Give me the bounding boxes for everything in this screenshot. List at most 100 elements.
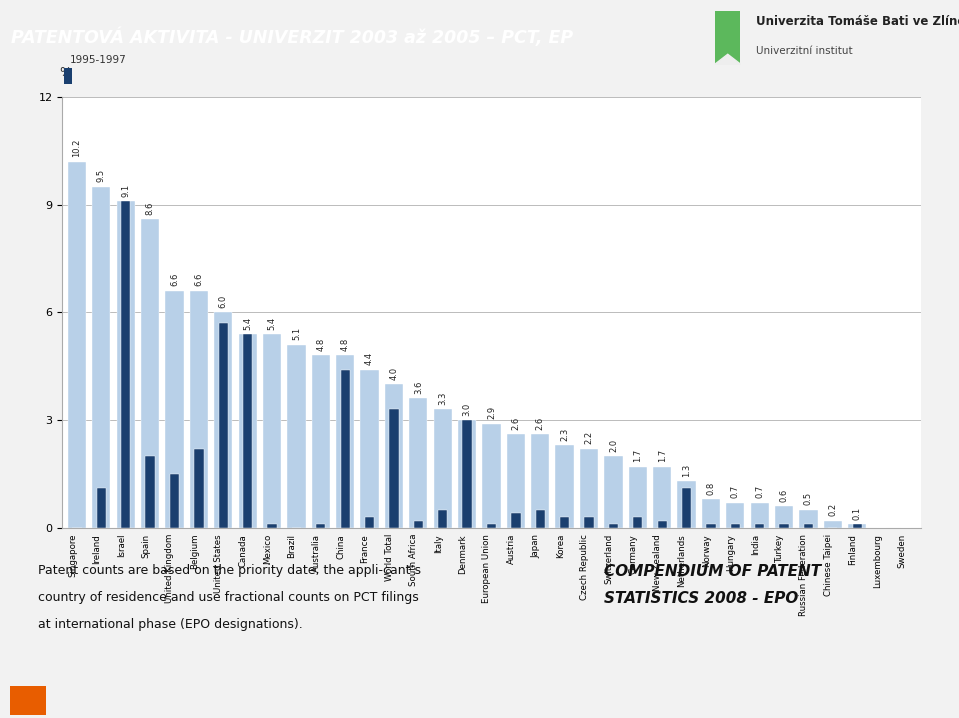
Text: 0.1: 0.1 — [853, 507, 862, 520]
Bar — [413, 521, 423, 528]
Text: 3.3: 3.3 — [438, 391, 447, 405]
Bar — [92, 187, 110, 528]
Text: Univerzita Tomáše Bati ve Zlíně: Univerzita Tomáše Bati ve Zlíně — [756, 14, 959, 27]
Bar — [629, 467, 647, 528]
Bar — [848, 524, 866, 528]
Text: 1995-1997: 1995-1997 — [70, 55, 127, 65]
Text: Patent counts are based on the priority date, the appli-cant’s: Patent counts are based on the priority … — [38, 564, 421, 577]
Bar — [731, 524, 740, 528]
Bar — [263, 334, 281, 528]
Bar — [633, 517, 643, 528]
Bar — [361, 370, 379, 528]
Text: 9.1: 9.1 — [121, 184, 130, 197]
Text: 5.4: 5.4 — [268, 317, 276, 330]
Text: 8.6: 8.6 — [146, 201, 154, 215]
Bar — [385, 384, 403, 528]
Bar — [433, 409, 452, 528]
Text: 2.0: 2.0 — [609, 439, 618, 452]
Text: 1.3: 1.3 — [682, 464, 691, 477]
Bar — [141, 219, 159, 528]
Bar — [146, 456, 154, 528]
Bar — [312, 355, 330, 528]
Bar — [715, 11, 740, 64]
Bar — [506, 434, 525, 528]
Bar — [170, 474, 179, 528]
Bar — [804, 524, 813, 528]
Bar — [409, 398, 428, 528]
Bar — [121, 201, 130, 528]
Bar — [487, 524, 496, 528]
Text: PATENTOVÁ AKTIVITA - UNIVERZIT 2003 až 2005 – PCT, EP: PATENTOVÁ AKTIVITA - UNIVERZIT 2003 až 2… — [11, 28, 573, 47]
Bar — [682, 488, 691, 528]
Bar — [702, 499, 720, 528]
Text: 4.8: 4.8 — [316, 338, 325, 351]
Bar — [336, 355, 354, 528]
Bar — [190, 291, 208, 528]
Text: 2.9: 2.9 — [487, 406, 496, 419]
Text: 1.7: 1.7 — [633, 449, 643, 462]
Text: 0.7: 0.7 — [755, 485, 764, 498]
Bar — [580, 449, 598, 528]
Text: 0.2: 0.2 — [829, 503, 837, 516]
Bar — [288, 345, 306, 528]
Bar — [584, 517, 594, 528]
Bar — [365, 517, 374, 528]
Bar — [239, 334, 257, 528]
Bar — [511, 513, 521, 528]
Bar — [316, 524, 325, 528]
Bar — [726, 503, 744, 528]
Bar — [536, 510, 545, 528]
Bar — [438, 510, 447, 528]
Text: 9.5: 9.5 — [97, 169, 105, 182]
Bar — [653, 467, 671, 528]
Text: 3.0: 3.0 — [462, 403, 472, 416]
Text: 0.7: 0.7 — [731, 485, 739, 498]
Text: 4.4: 4.4 — [365, 353, 374, 365]
Bar — [800, 510, 818, 528]
Bar — [458, 420, 477, 528]
Bar — [609, 524, 618, 528]
Text: 5.1: 5.1 — [292, 327, 301, 340]
Text: Univerzitní institut: Univerzitní institut — [756, 46, 853, 56]
Bar — [555, 445, 573, 528]
Bar — [68, 162, 86, 528]
Bar — [117, 201, 135, 528]
Text: 4.8: 4.8 — [340, 338, 350, 351]
Polygon shape — [715, 55, 740, 64]
Text: STATISTICS 2008 - EPO: STATISTICS 2008 - EPO — [604, 591, 799, 606]
Text: 2.6: 2.6 — [511, 417, 521, 430]
Bar — [389, 409, 399, 528]
Bar — [707, 524, 715, 528]
Text: 10.2: 10.2 — [73, 139, 82, 157]
Bar — [824, 521, 842, 528]
Text: 0.6: 0.6 — [780, 489, 788, 502]
Bar — [604, 456, 622, 528]
Bar — [214, 312, 232, 528]
Text: country of residence and use fractional counts on PCT filings: country of residence and use fractional … — [38, 591, 419, 604]
Bar — [268, 524, 276, 528]
Bar — [97, 488, 106, 528]
Bar — [560, 517, 570, 528]
Bar — [780, 524, 788, 528]
Text: 4.0: 4.0 — [389, 367, 398, 380]
Bar — [10, 686, 46, 715]
Text: %: % — [58, 66, 71, 79]
Bar — [243, 334, 252, 528]
Bar — [658, 521, 667, 528]
Bar — [195, 449, 203, 528]
Text: COMPENDIUM OF PATENT: COMPENDIUM OF PATENT — [604, 564, 821, 579]
Bar — [853, 524, 862, 528]
Bar — [531, 434, 550, 528]
Text: 0.5: 0.5 — [804, 493, 813, 505]
Text: 6.6: 6.6 — [170, 273, 179, 286]
Text: 2.3: 2.3 — [560, 428, 569, 441]
Bar — [63, 68, 72, 84]
Bar — [482, 424, 501, 528]
Bar — [219, 323, 228, 528]
Text: 2.6: 2.6 — [536, 417, 545, 430]
Bar — [775, 506, 793, 528]
Text: 0.8: 0.8 — [707, 482, 715, 495]
Bar — [751, 503, 769, 528]
Bar — [462, 420, 472, 528]
Text: 2.2: 2.2 — [585, 432, 594, 444]
